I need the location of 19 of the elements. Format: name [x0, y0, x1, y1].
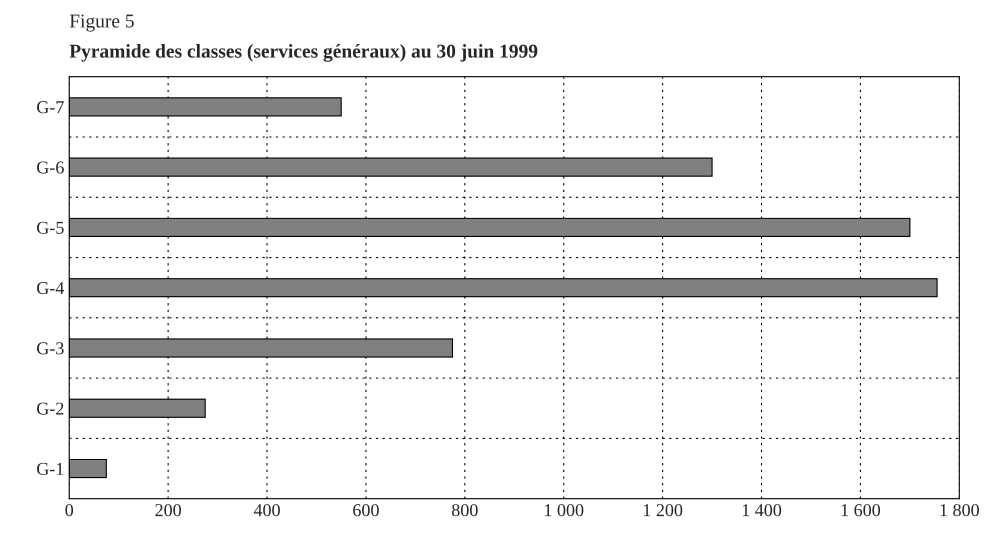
- chart-subtitle: Figure 5: [70, 14, 134, 32]
- x-tick-label: 800: [452, 504, 478, 516]
- x-tick-label: 1 000: [545, 504, 584, 516]
- x-tick-label: 1 200: [644, 504, 682, 516]
- y-tick-label: G-4: [37, 282, 64, 294]
- x-tick-label: 1 400: [742, 504, 782, 516]
- y-tick-label: G-7: [37, 101, 64, 114]
- x-tick-label: 0: [65, 504, 74, 516]
- x-tick-label: 1 800: [940, 504, 979, 516]
- y-tick-label: G-6: [37, 161, 64, 174]
- chart-title: Pyramide des classes (services généraux) au 30 juin 1999: [70, 44, 538, 62]
- y-tick-label: G-5: [37, 222, 64, 234]
- y-tick-label: G-2: [37, 402, 64, 415]
- x-tick-label: 600: [353, 504, 379, 516]
- x-tick-label: 1 600: [842, 504, 880, 516]
- y-tick-label: G-3: [37, 342, 64, 354]
- x-tick-label: 200: [155, 504, 181, 516]
- x-tick-label: 400: [254, 504, 280, 516]
- y-tick-label: G-1: [37, 462, 64, 475]
